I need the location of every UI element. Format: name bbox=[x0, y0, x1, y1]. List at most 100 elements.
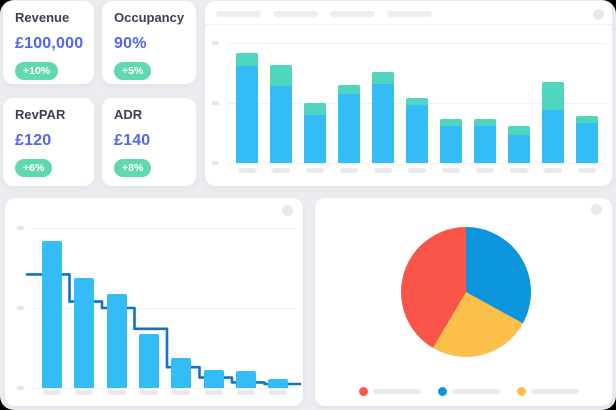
bar-segment-base bbox=[406, 105, 428, 163]
filter-chip-skeleton bbox=[330, 11, 375, 17]
bar-segment-base bbox=[440, 125, 462, 163]
bar-segment-top bbox=[372, 71, 394, 84]
y-axis-tick-skeleton bbox=[212, 161, 219, 165]
filter-chip-skeleton bbox=[216, 11, 261, 17]
legend-dot-icon bbox=[517, 387, 526, 396]
kpi-change-badge: +10% bbox=[15, 62, 59, 80]
bar-segment-top bbox=[440, 119, 462, 126]
bar-segment-base bbox=[508, 134, 530, 163]
y-axis-tick-skeleton bbox=[17, 386, 24, 390]
x-label-slot bbox=[406, 168, 428, 173]
x-label-slot bbox=[270, 168, 292, 173]
gridline bbox=[227, 43, 606, 44]
bar-segment-base bbox=[576, 122, 598, 163]
pareto-step-line bbox=[25, 273, 302, 386]
more-options-icon[interactable] bbox=[593, 9, 604, 20]
bar-column bbox=[304, 103, 326, 163]
bar-segment-top bbox=[338, 85, 360, 94]
pareto-bar bbox=[74, 277, 95, 388]
stacked-bar-plot bbox=[236, 43, 598, 163]
bar-segment-base bbox=[474, 125, 496, 163]
filter-chip-skeleton bbox=[387, 11, 432, 17]
x-axis-label-skeleton bbox=[236, 390, 255, 395]
bar-segment-base bbox=[270, 86, 292, 163]
pareto-bar bbox=[106, 293, 127, 388]
bar-segment-top bbox=[304, 103, 326, 115]
kpi-change-badge: +8% bbox=[114, 159, 152, 177]
more-options-icon[interactable] bbox=[282, 205, 293, 216]
x-label-slot bbox=[542, 168, 564, 173]
gridline bbox=[31, 308, 295, 309]
x-label-slot bbox=[338, 168, 360, 173]
x-label-slot bbox=[440, 168, 462, 173]
bar-segment-base bbox=[338, 94, 360, 163]
kpi-change-badge: +5% bbox=[114, 62, 152, 80]
bar-segment-top bbox=[474, 118, 496, 126]
x-axis-label-skeleton bbox=[75, 390, 94, 395]
kpi-title: ADR bbox=[114, 107, 143, 122]
x-label-slot bbox=[372, 168, 394, 173]
kpi-value: £100,000 bbox=[15, 35, 84, 52]
pareto-chart-card bbox=[5, 198, 303, 406]
kpi-card-adr: ADR £140 +8% bbox=[102, 98, 196, 186]
x-axis-label-skeleton bbox=[43, 390, 61, 395]
x-axis-label-skeleton bbox=[510, 168, 528, 173]
filter-chip-skeleton bbox=[273, 11, 318, 17]
x-label-slot bbox=[304, 168, 326, 173]
gridline bbox=[31, 388, 295, 389]
x-label-slot bbox=[508, 168, 530, 173]
bar-segment-top bbox=[270, 64, 292, 87]
x-axis-label-skeleton bbox=[374, 168, 392, 173]
bar-segment-top bbox=[576, 116, 598, 123]
x-axis-label-skeleton bbox=[238, 168, 256, 173]
kpi-change-badge: +6% bbox=[15, 159, 53, 177]
gridline bbox=[227, 163, 606, 164]
x-axis-label-skeleton bbox=[340, 168, 358, 173]
legend-item bbox=[517, 387, 579, 396]
bar-segment-base bbox=[236, 65, 258, 163]
legend-dot-icon bbox=[359, 387, 368, 396]
bar-segment-base bbox=[542, 110, 564, 163]
kpi-card-occupancy: Occupancy 90% +5% bbox=[102, 1, 196, 84]
x-label-slot bbox=[576, 168, 598, 173]
legend-item bbox=[359, 387, 421, 396]
pareto-plot bbox=[24, 228, 302, 388]
gridline bbox=[31, 228, 295, 229]
x-axis-label-skeleton bbox=[442, 168, 460, 173]
bar-column bbox=[338, 85, 360, 163]
y-axis-tick-skeleton bbox=[17, 306, 24, 310]
y-axis-tick-skeleton bbox=[212, 41, 219, 45]
stacked-bar-chart-card bbox=[205, 1, 612, 186]
pie-chart bbox=[401, 227, 531, 357]
bar-column bbox=[542, 82, 564, 163]
x-axis-label-skeleton bbox=[172, 390, 191, 395]
bar-segment-top bbox=[236, 52, 258, 66]
pareto-bar bbox=[42, 240, 62, 388]
kpi-value: £120 bbox=[15, 132, 52, 149]
bar-segment-top bbox=[406, 98, 428, 106]
pareto-bar bbox=[268, 379, 289, 388]
kpi-title: RevPAR bbox=[15, 107, 66, 122]
x-axis-label-skeleton bbox=[408, 168, 426, 173]
bar-column bbox=[236, 52, 258, 163]
bar-column bbox=[440, 119, 462, 163]
bar-column bbox=[270, 64, 292, 163]
legend-item bbox=[438, 387, 500, 396]
x-label-slot bbox=[474, 168, 496, 173]
pareto-bar bbox=[203, 369, 224, 388]
pareto-bar bbox=[138, 333, 159, 388]
chart-header bbox=[205, 1, 612, 25]
x-axis-label-skeleton bbox=[578, 168, 596, 173]
legend-dot-icon bbox=[438, 387, 447, 396]
kpi-card-revenue: Revenue £100,000 +10% bbox=[3, 1, 94, 84]
legend-label-skeleton bbox=[373, 389, 421, 394]
more-options-icon[interactable] bbox=[591, 204, 602, 215]
x-axis-label-skeleton bbox=[544, 168, 562, 173]
bar-segment-top bbox=[508, 125, 530, 135]
kpi-value: 90% bbox=[114, 35, 147, 52]
x-axis-label-skeleton bbox=[272, 168, 290, 173]
kpi-title: Revenue bbox=[15, 10, 70, 25]
pareto-bar bbox=[235, 371, 256, 388]
kpi-card-revpar: RevPAR £120 +6% bbox=[3, 98, 94, 186]
